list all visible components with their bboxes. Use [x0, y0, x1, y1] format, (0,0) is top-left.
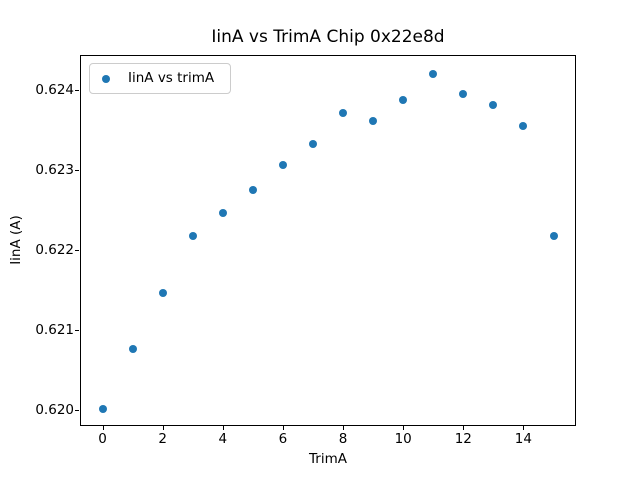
data-point	[549, 231, 558, 240]
data-point	[339, 108, 347, 117]
x-tick-label: 10	[394, 431, 412, 447]
x-tick-mark	[222, 426, 224, 430]
y-tick-label: 0.620	[35, 402, 74, 418]
y-tick-mark	[75, 410, 79, 411]
data-point	[309, 139, 317, 148]
y-tick-mark	[75, 90, 79, 92]
x-tick-mark	[343, 426, 344, 430]
x-tick-mark	[463, 426, 465, 430]
chart-title: IinA vs TrimA Chip 0x22e8d	[211, 27, 445, 47]
data-point	[188, 231, 197, 240]
y-tick-mark	[75, 250, 79, 252]
data-point	[459, 90, 468, 99]
x-tick-label: 14	[514, 431, 532, 447]
data-point	[98, 405, 107, 414]
y-axis-label: IinA (A)	[8, 215, 24, 265]
x-tick-mark	[403, 426, 405, 430]
x-tick-label: 4	[218, 431, 228, 447]
legend-marker-icon	[102, 74, 110, 83]
x-tick-mark	[162, 426, 164, 430]
x-tick-label: 12	[454, 431, 472, 447]
x-axis-label: TrimA	[309, 451, 347, 467]
y-tick-mark	[75, 330, 79, 332]
x-tick-label: 6	[278, 431, 288, 447]
y-tick-label: 0.623	[35, 162, 74, 179]
x-tick-mark	[102, 426, 104, 430]
data-point	[158, 288, 167, 297]
data-point	[429, 70, 438, 79]
data-point	[519, 122, 528, 131]
y-tick-label: 0.622	[35, 242, 74, 259]
x-tick-mark	[523, 426, 525, 430]
data-point	[399, 95, 408, 104]
legend-label: IinA vs trimA	[128, 70, 215, 86]
x-tick-label: 8	[338, 431, 348, 447]
y-tick-label: 0.621	[35, 322, 74, 339]
x-tick-mark	[282, 426, 284, 430]
data-point	[278, 160, 287, 169]
x-tick-label: 0	[98, 431, 107, 447]
data-point	[489, 100, 498, 109]
data-point	[128, 345, 137, 354]
plot-area: IinA vs trimA	[80, 55, 576, 426]
data-point	[248, 186, 257, 195]
data-point	[218, 208, 227, 217]
y-tick-label: 0.624	[35, 82, 74, 99]
y-tick-mark	[75, 170, 79, 172]
legend: IinA vs trimA	[89, 63, 232, 94]
x-tick-label: 2	[158, 431, 167, 447]
data-point	[369, 116, 378, 125]
